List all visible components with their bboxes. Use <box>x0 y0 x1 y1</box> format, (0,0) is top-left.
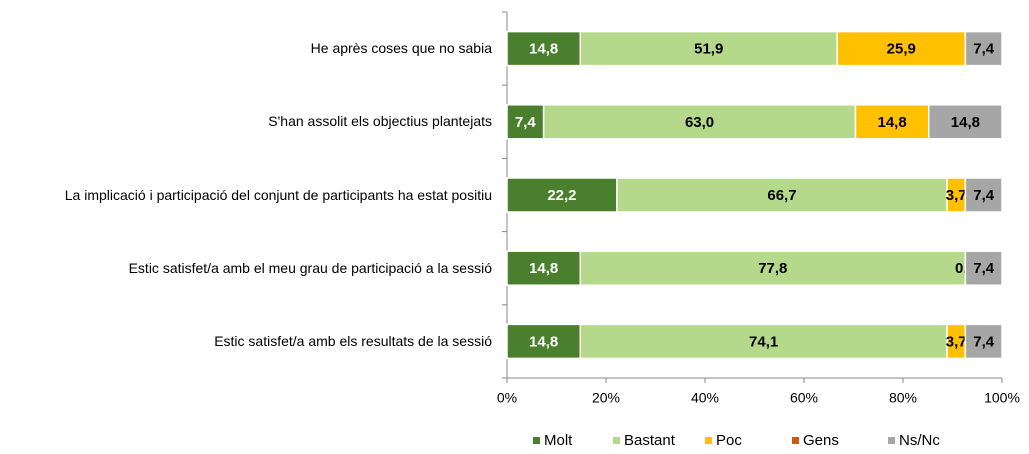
data-label: 14,8 <box>951 114 980 131</box>
bar-segment <box>506 30 582 67</box>
legend-marker <box>705 437 712 444</box>
data-label: 14,8 <box>529 41 558 58</box>
bar-segment <box>854 104 930 140</box>
category-label: Estic satisfet/a amb el meu grau de part… <box>128 259 492 276</box>
category-label: La implicació i participació del conjunt… <box>64 186 492 203</box>
x-tick-label: 60% <box>790 390 818 406</box>
bar-segment <box>542 104 857 140</box>
data-label: 7,4 <box>515 114 537 131</box>
data-label: 7,4 <box>973 187 995 204</box>
data-label: 25,9 <box>887 41 916 58</box>
legend-label: Ns/Nc <box>899 432 940 449</box>
legend-marker <box>533 437 540 444</box>
category-label: S'han assolit els objectius plantejats <box>268 113 492 130</box>
legend-label: Bastant <box>624 432 676 449</box>
x-tick-label: 80% <box>889 390 917 406</box>
data-label: 14,8 <box>529 260 558 277</box>
legend-marker <box>792 437 799 444</box>
bar-segment <box>506 250 582 286</box>
data-label: 22,2 <box>547 187 576 204</box>
x-tick-label: 20% <box>592 390 620 406</box>
bar-segment <box>964 177 1003 213</box>
bar-segment <box>506 177 618 213</box>
data-label: 14,8 <box>878 114 907 131</box>
data-label: 66,7 <box>767 187 796 204</box>
x-tick-label: 0% <box>497 390 517 406</box>
category-label: He après coses que no sabia <box>310 40 492 57</box>
bar-segment <box>506 104 545 140</box>
data-label: 7,4 <box>973 260 995 277</box>
legend-label: Molt <box>544 432 573 449</box>
data-label: 7,4 <box>973 41 995 58</box>
data-label: 63,0 <box>685 114 714 131</box>
bar-segment <box>616 177 948 213</box>
data-label: 3,7 <box>946 333 967 350</box>
x-tick-label: 40% <box>691 390 719 406</box>
bar-segment <box>964 250 1003 286</box>
data-label: 74,1 <box>749 333 778 350</box>
bar-segment <box>964 30 1003 67</box>
bar-segment <box>579 30 838 67</box>
bar-segment <box>579 323 948 360</box>
category-label: Estic satisfet/a amb els resultats de la… <box>214 332 492 349</box>
data-label: 77,8 <box>758 260 787 277</box>
data-label: 3,7 <box>946 187 967 204</box>
bar-segment <box>579 250 967 286</box>
data-label: 7,4 <box>973 333 995 350</box>
data-label: 14,8 <box>529 333 558 350</box>
bar-segment <box>964 323 1003 360</box>
bar-segment <box>506 323 582 360</box>
legend-label: Gens <box>803 432 839 449</box>
x-tick-label: 100% <box>984 390 1020 406</box>
legend-marker <box>613 437 620 444</box>
legend-marker <box>888 437 895 444</box>
bar-segment <box>927 104 1003 140</box>
data-label: 51,9 <box>694 41 723 58</box>
legend-label: Poc <box>716 432 742 449</box>
